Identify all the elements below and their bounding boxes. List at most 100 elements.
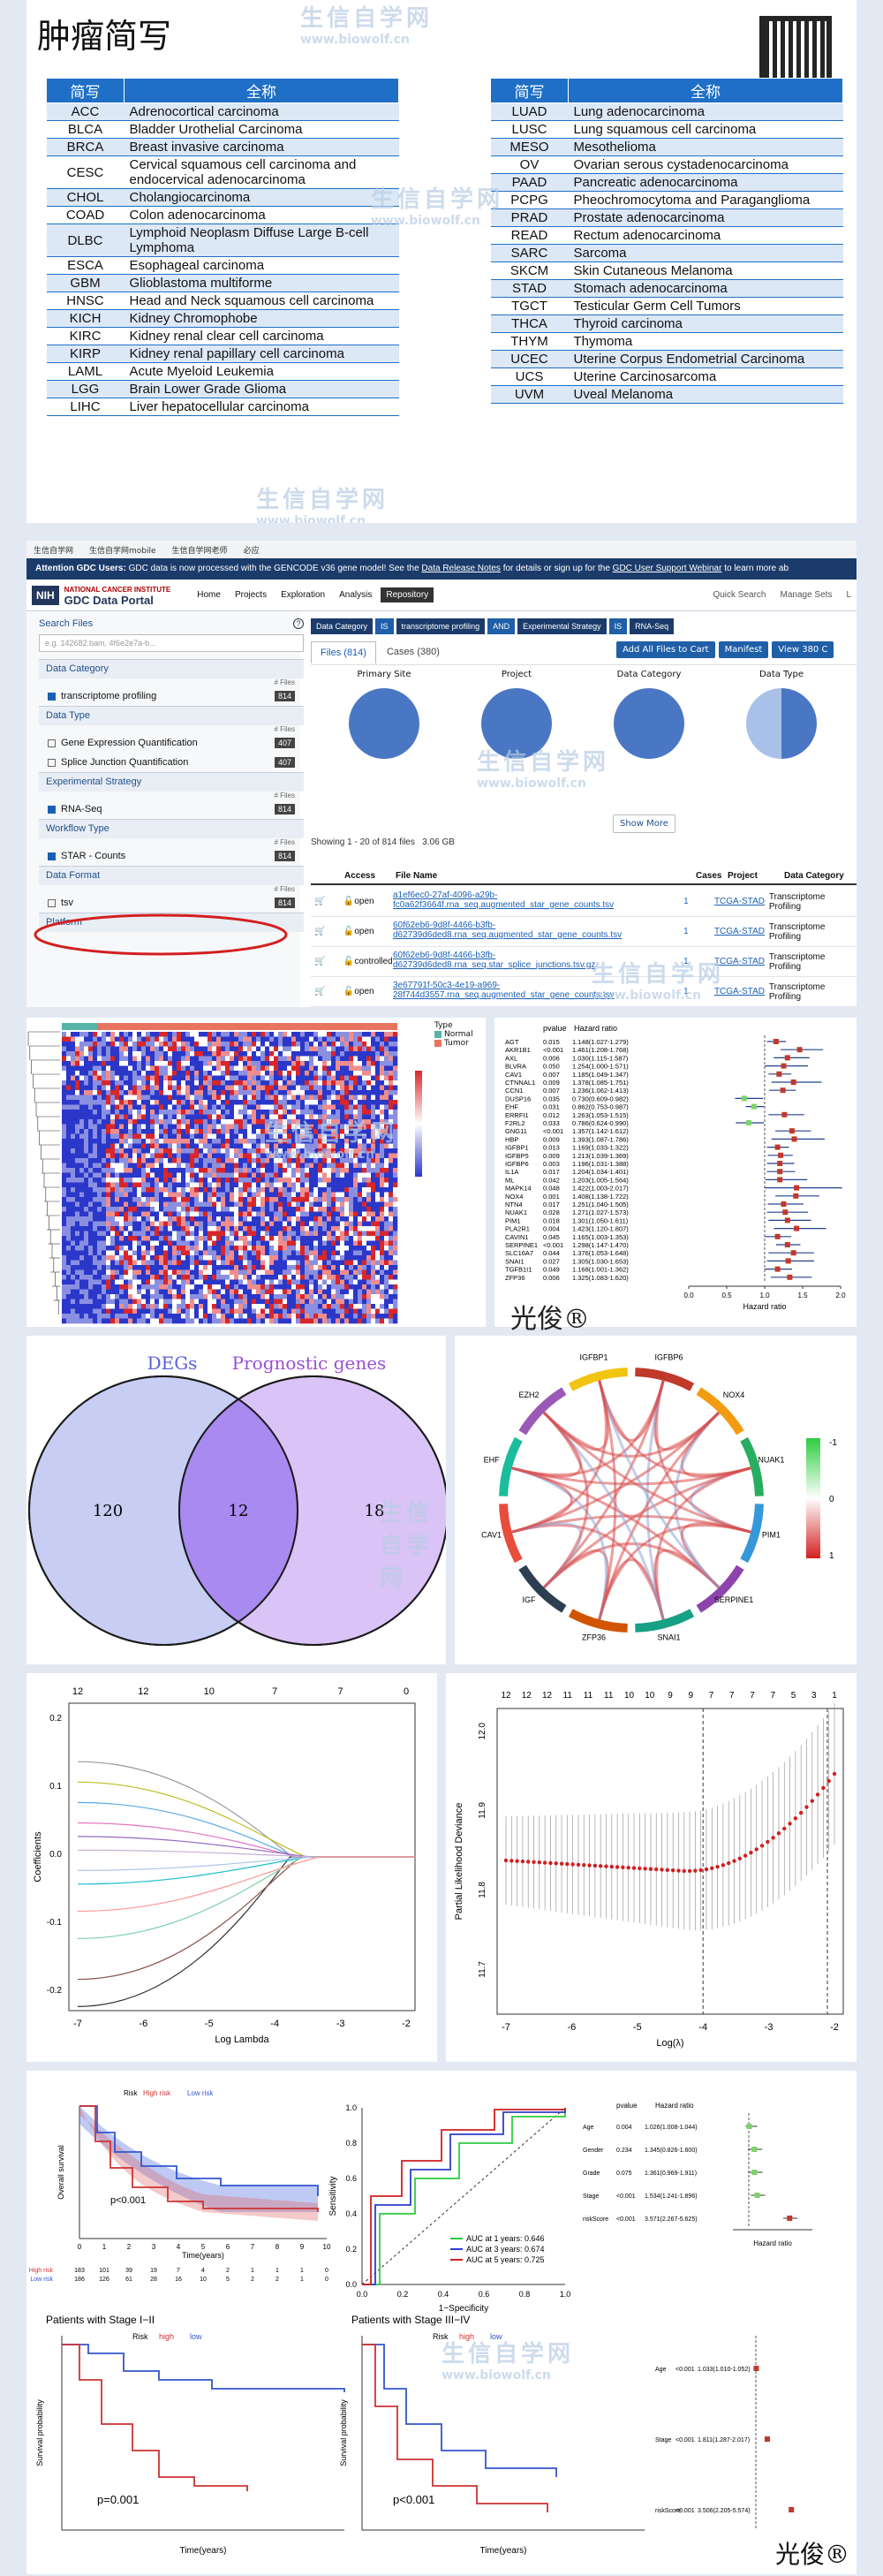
heatmap-cell xyxy=(247,1104,253,1110)
facet-option[interactable]: STAR - Counts 814 xyxy=(39,846,304,866)
file-link[interactable]: 60f62eb6-9d8f-4466-b3fb-d62739d6ded8.rna… xyxy=(393,920,623,940)
webinar-link[interactable]: GDC User Support Webinar xyxy=(612,564,722,573)
nav-projects[interactable]: Projects xyxy=(234,590,268,600)
file-row[interactable]: 🛒 🔓open 60f62eb6-9d8f-4466-b3fb-d62739d6de… xyxy=(311,917,857,947)
cases-cell[interactable]: 1 xyxy=(683,957,689,966)
heatmap-cell xyxy=(362,1100,367,1105)
query-pill[interactable]: IS xyxy=(608,618,628,634)
heatmap-cell xyxy=(336,1318,341,1324)
checkbox[interactable] xyxy=(48,692,56,701)
add-all-to-cart-button[interactable]: Add All Files to Cart xyxy=(616,641,715,658)
bookmark[interactable]: 必应 xyxy=(243,547,260,556)
heatmap-cell xyxy=(110,1216,116,1222)
query-pill[interactable]: AND xyxy=(487,618,516,634)
release-notes-link[interactable]: Data Release Notes xyxy=(421,564,501,573)
nav-repository[interactable]: Repository xyxy=(381,587,434,602)
cart-icon[interactable]: 🛒 xyxy=(314,897,326,906)
heatmap-cell xyxy=(132,1246,138,1251)
nav-exploration[interactable]: Exploration xyxy=(281,590,326,600)
show-more-button[interactable]: Show More xyxy=(613,814,675,833)
heatmap-cell xyxy=(168,1100,173,1105)
cases-cell[interactable]: 1 xyxy=(683,987,689,996)
manifest-button[interactable]: Manifest xyxy=(718,641,769,658)
facet-option[interactable]: Splice Junction Quantification 407 xyxy=(39,753,304,772)
heatmap-cell xyxy=(208,1168,213,1173)
project-link[interactable]: TCGA-STAD xyxy=(713,987,765,996)
checkbox[interactable] xyxy=(48,758,56,767)
nih-logo[interactable]: NIH xyxy=(32,585,59,605)
heatmap-cell xyxy=(256,1308,261,1315)
bookmark[interactable]: 生信自学网mobile xyxy=(89,547,156,556)
heatmap-cell xyxy=(185,1139,191,1144)
file-search-input[interactable]: e.g. 142682.bam, 4f6e2e7a-b... xyxy=(39,634,304,652)
heatmap-cell xyxy=(97,1104,102,1110)
heatmap-cell xyxy=(269,1085,275,1091)
tab-files[interactable]: Files (814) xyxy=(311,641,376,663)
facet-header[interactable]: Data Type xyxy=(39,706,304,725)
heatmap-cell xyxy=(168,1065,173,1072)
checkbox[interactable] xyxy=(48,805,56,814)
heatmap-cell xyxy=(71,1192,76,1198)
cart-icon[interactable]: 🛒 xyxy=(314,957,326,966)
query-pill[interactable]: IS xyxy=(375,618,394,634)
query-pill[interactable]: Experimental Strategy xyxy=(517,618,607,634)
facet-option[interactable]: RNA-Seq 814 xyxy=(39,799,304,819)
file-link[interactable]: 60f62eb6-9d8f-4466-b3fb-d62739d6ded8.rna… xyxy=(393,950,596,970)
nav-home[interactable]: Home xyxy=(197,590,221,600)
bookmark[interactable]: 生信自学网老师 xyxy=(171,547,228,556)
nav-analysis[interactable]: Analysis xyxy=(339,590,373,600)
heatmap-cell xyxy=(309,1275,314,1280)
file-link[interactable]: a1ef6ec0-27af-4096-a29b-fc0a62f3664f.rna… xyxy=(393,890,615,910)
portal-logo[interactable]: NATIONAL CANCER INSTITUTE GDC Data Porta… xyxy=(64,585,171,607)
heatmap-cell xyxy=(225,1260,230,1266)
facet-option[interactable]: Gene Expression Quantification 407 xyxy=(39,733,304,753)
heatmap-cell xyxy=(172,1221,177,1227)
summary-pie-chart[interactable] xyxy=(614,688,684,759)
project-link[interactable]: TCGA-STAD xyxy=(713,927,765,936)
view-cases-button[interactable]: View 380 C xyxy=(772,641,834,658)
heatmap-cell xyxy=(287,1231,292,1237)
heatmap-cell xyxy=(106,1265,111,1270)
quick-search-link[interactable]: Quick Search xyxy=(713,590,766,600)
manage-sets-link[interactable]: Manage Sets xyxy=(780,590,833,600)
query-pill[interactable]: transcriptome profiling xyxy=(396,618,486,634)
file-row[interactable]: 🛒 🔓controlled 60f62eb6-9d8f-4466-b3fb-d627… xyxy=(311,947,857,977)
cart-icon[interactable]: 🛒 xyxy=(314,987,326,996)
cases-cell[interactable]: 1 xyxy=(683,897,689,906)
cart-icon[interactable]: 🛒 xyxy=(314,927,326,936)
login-link[interactable]: L xyxy=(846,590,851,600)
checkbox[interactable] xyxy=(48,852,56,860)
help-icon[interactable]: ? xyxy=(293,618,304,629)
project-link[interactable]: TCGA-STAD xyxy=(713,897,765,906)
project-link[interactable]: TCGA-STAD xyxy=(713,957,765,966)
file-row[interactable]: 🛒 🔓open a1ef6ec0-27af-4096-a29b-fc0a62f366… xyxy=(311,887,857,917)
tab-cases[interactable]: Cases (380) xyxy=(386,647,440,657)
query-pill[interactable]: RNA-Seq xyxy=(630,618,675,634)
facet-header[interactable]: Data Category xyxy=(39,659,304,678)
heatmap-cell xyxy=(322,1051,328,1057)
facet-option[interactable]: transcriptome profiling 814 xyxy=(39,686,304,706)
checkbox[interactable] xyxy=(48,898,56,907)
summary-pie-chart[interactable] xyxy=(481,688,552,759)
heatmap-cell xyxy=(247,1236,253,1241)
facet-header[interactable]: Data Format xyxy=(39,866,304,885)
summary-pie-chart[interactable] xyxy=(349,688,419,759)
heatmap-cell xyxy=(106,1036,111,1042)
facet-header[interactable]: Workflow Type xyxy=(39,819,304,838)
heatmap-cell xyxy=(238,1260,244,1266)
heatmap-cell xyxy=(128,1075,133,1081)
gene-label: HBP xyxy=(505,1135,518,1143)
heatmap-cell xyxy=(194,1143,200,1149)
facet-option[interactable]: tsv 814 xyxy=(39,893,304,913)
query-pill[interactable]: Data Category xyxy=(311,618,374,634)
checkbox[interactable] xyxy=(48,739,56,747)
bookmark[interactable]: 生信自学网 xyxy=(34,547,74,556)
heatmap-cell xyxy=(84,1207,89,1212)
heatmap-cell xyxy=(362,1318,367,1324)
cases-cell[interactable]: 1 xyxy=(683,927,689,936)
file-link[interactable]: 3e67791f-50c3-4e19-a969-28f744d3557.rna_… xyxy=(393,980,615,1000)
file-row[interactable]: 🛒 🔓open 3e67791f-50c3-4e19-a969-28f744d355… xyxy=(311,977,857,1007)
facet-header[interactable]: Experimental Strategy xyxy=(39,772,304,792)
summary-pie-chart[interactable] xyxy=(746,688,817,759)
heatmap-cell xyxy=(66,1250,72,1256)
